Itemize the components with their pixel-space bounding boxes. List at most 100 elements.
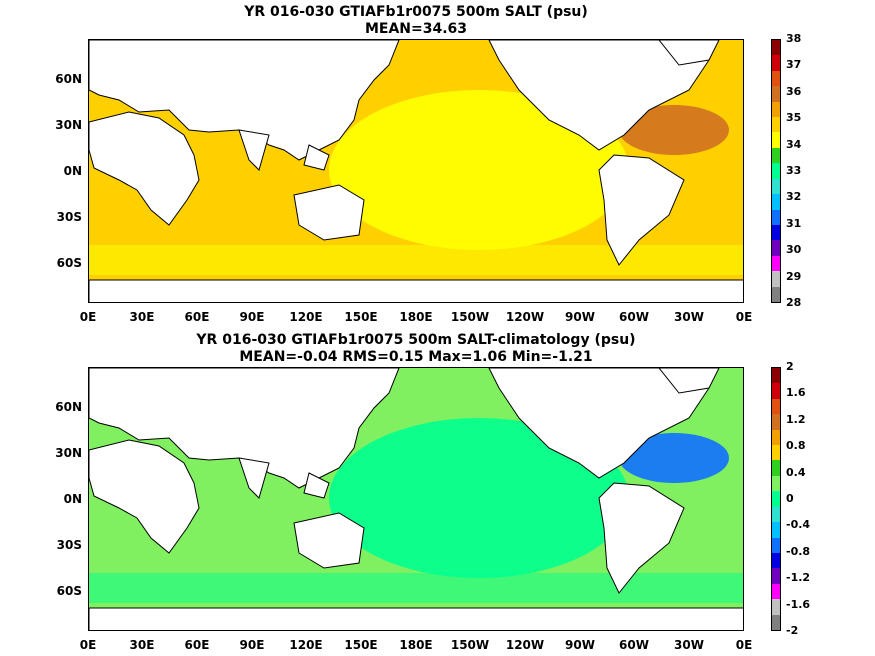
colorbar-label: 36: [786, 84, 802, 98]
panel-title-line2: MEAN=34.63: [364, 21, 468, 37]
land-mass: [89, 40, 400, 161]
x-tick: 0E: [79, 310, 97, 324]
land-mass: [89, 439, 200, 554]
colorbar-segment: [772, 147, 780, 164]
x-tick: 60W: [619, 310, 649, 324]
panel-title-line1: YR 016-030 GTIAFb1r0075 500m SALT-climat…: [196, 332, 636, 348]
land-mass: [89, 279, 743, 302]
colorbar-label: 0: [786, 492, 794, 505]
colorbar-label: -1.6: [786, 597, 811, 611]
y-tick-30s: 30S: [56, 210, 82, 224]
x-tick: 150E: [344, 638, 378, 652]
colorbar-segment: [772, 132, 780, 149]
colorbar-segment: [772, 178, 780, 195]
colorbar-label: -0.4: [786, 518, 811, 532]
colorbar-segment: [772, 491, 780, 508]
x-tick: 90W: [565, 638, 595, 652]
colorbar-segment: [772, 522, 780, 539]
colorbar-segment: [772, 568, 780, 585]
land-mass: [293, 512, 365, 569]
y-tick-30s: 30S: [56, 538, 82, 552]
colorbar-label: 29: [786, 269, 802, 283]
colorbar-segment: [772, 460, 780, 477]
colorbar: [771, 39, 781, 303]
x-tick: 150W: [450, 638, 490, 652]
colorbar-label: 30: [786, 243, 802, 257]
colorbar-label: 31: [786, 216, 802, 230]
colorbar-label: 34: [786, 137, 802, 151]
colorbar-segment: [772, 599, 780, 616]
land-mass: [658, 40, 720, 66]
y-tick-60n: 60N: [55, 400, 82, 414]
x-tick: 0E: [735, 638, 753, 652]
colorbar-label: 37: [786, 58, 802, 72]
colorbar-label: 1.2: [786, 412, 806, 426]
x-tick: 180E: [399, 638, 433, 652]
colorbar-label: 0.8: [786, 439, 806, 453]
anomaly-map: [88, 367, 744, 631]
x-tick: 120E: [289, 310, 323, 324]
north-atlantic-region: [619, 433, 729, 483]
colorbar-label: 38: [786, 32, 802, 45]
x-tick: 120W: [505, 310, 545, 324]
north-atlantic-region: [619, 105, 729, 155]
y-tick-60s: 60S: [56, 584, 82, 598]
y-tick-30n: 30N: [55, 118, 82, 132]
colorbar: [771, 367, 781, 631]
y-tick-0n: 0N: [63, 492, 82, 506]
land-mass: [303, 144, 330, 171]
colorbar-segment: [772, 537, 780, 554]
x-tick: 0E: [79, 638, 97, 652]
land-mass: [658, 368, 720, 394]
colorbar-segment: [772, 101, 780, 118]
x-tick: 30E: [129, 310, 155, 324]
land-mass: [598, 482, 685, 594]
land-mass: [89, 368, 400, 489]
southern-ocean-band: [89, 245, 743, 275]
colorbar-segment: [772, 194, 780, 211]
colorbar-label: 28: [786, 296, 802, 309]
colorbar-segment: [772, 429, 780, 446]
colorbar-segment: [772, 445, 780, 461]
colorbar-segment: [772, 398, 780, 415]
pacific-region: [329, 418, 629, 578]
salinity-map-canvas: [89, 40, 743, 302]
colorbar-label: -2: [786, 624, 799, 637]
land-mass: [293, 184, 365, 241]
x-tick: 60E: [184, 638, 210, 652]
panel-title-line2: MEAN=-0.04 RMS=0.15 Max=1.06 Min=-1.21: [239, 349, 593, 365]
y-tick-0n: 0N: [63, 164, 82, 178]
colorbar-segment: [772, 240, 780, 257]
colorbar-segment: [772, 414, 780, 431]
x-tick: 60E: [184, 310, 210, 324]
colorbar-segment: [772, 614, 780, 631]
x-tick: 30E: [129, 638, 155, 652]
colorbar-segment: [772, 506, 780, 523]
x-tick: 180E: [399, 310, 433, 324]
colorbar-segment: [772, 40, 780, 56]
colorbar-segment: [772, 224, 780, 241]
x-tick: 120E: [289, 638, 323, 652]
colorbar-segment: [772, 255, 780, 272]
colorbar-label: 35: [786, 111, 802, 125]
land-mass: [238, 129, 270, 171]
southern-ocean-band: [89, 573, 743, 603]
colorbar-segment: [772, 163, 780, 180]
y-tick-60s: 60S: [56, 256, 82, 270]
colorbar-segment: [772, 368, 780, 384]
colorbar-segment: [772, 552, 780, 569]
land-mass: [598, 154, 685, 266]
pacific-region: [329, 90, 629, 250]
salinity-map: [88, 39, 744, 303]
colorbar-segment: [772, 86, 780, 103]
colorbar-segment: [772, 271, 780, 288]
colorbar-segment: [772, 383, 780, 400]
land-mass: [238, 457, 270, 499]
colorbar-segment: [772, 583, 780, 600]
colorbar-segment: [772, 55, 780, 72]
x-tick: 60W: [619, 638, 649, 652]
colorbar-label: 1.6: [786, 386, 806, 400]
colorbar-label: 0.4: [786, 465, 806, 479]
colorbar-label: -1.2: [786, 571, 811, 585]
colorbar-segment: [772, 117, 780, 133]
